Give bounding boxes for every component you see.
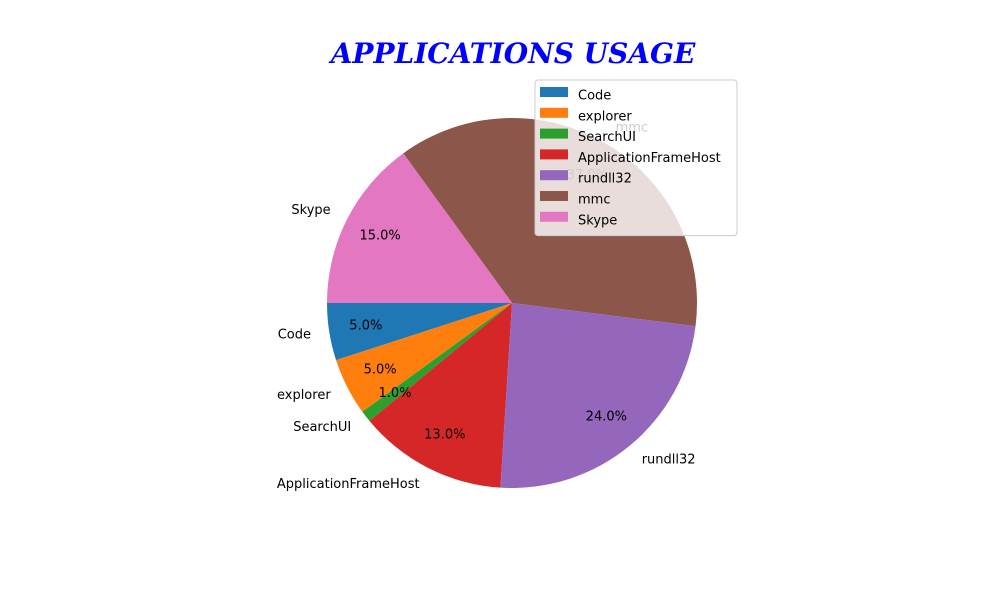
legend-label-rundll32: rundll32 bbox=[578, 172, 632, 187]
legend-swatch-applicationframehost bbox=[540, 149, 568, 160]
legend-label-mmc: mmc bbox=[578, 193, 610, 208]
slice-label-rundll32: rundll32 bbox=[642, 452, 696, 467]
slice-label-searchui: SearchUI bbox=[293, 420, 351, 435]
legend-box bbox=[534, 79, 738, 237]
legend-swatch-code bbox=[540, 87, 568, 97]
legend-swatch-skype bbox=[540, 211, 568, 222]
pie-slice-searchui bbox=[362, 303, 512, 421]
legend-label-explorer: explorer bbox=[578, 109, 632, 124]
percent-label-skype: 15.0% bbox=[359, 228, 400, 243]
slice-label-explorer: explorer bbox=[277, 388, 331, 403]
legend-label-applicationframehost: ApplicationFrameHost bbox=[578, 151, 721, 166]
legend-label-searchui: SearchUI bbox=[578, 130, 636, 145]
legend-swatch-searchui bbox=[540, 128, 568, 139]
pie-slice-code bbox=[327, 303, 512, 361]
legend-swatch-explorer bbox=[540, 107, 568, 118]
legend-label-code: Code bbox=[578, 89, 611, 104]
slice-label-code: Code bbox=[278, 327, 311, 342]
percent-label-explorer: 5.0% bbox=[364, 363, 397, 378]
percent-label-code: 5.0% bbox=[349, 319, 382, 334]
pie-slice-rundll32 bbox=[500, 303, 696, 489]
legend-swatch-mmc bbox=[540, 191, 568, 201]
legend: Code explorer SearchUI ApplicationFrameHost… bbox=[534, 79, 738, 237]
percent-label-applicationframehost: 13.0% bbox=[424, 427, 465, 442]
pie-slice-applicationframehost bbox=[369, 303, 512, 488]
chart-title: APPLICATIONS USAGE bbox=[328, 37, 696, 70]
percent-label-searchui: 1.0% bbox=[379, 386, 412, 401]
legend-label-skype: Skype bbox=[578, 213, 617, 228]
legend-swatch-rundll32 bbox=[540, 170, 568, 181]
slice-label-applicationframehost: ApplicationFrameHost bbox=[277, 477, 420, 492]
percent-label-rundll32: 24.0% bbox=[586, 410, 627, 425]
pie-slice-explorer bbox=[336, 303, 512, 412]
pie-slice-skype bbox=[327, 153, 512, 303]
slice-label-skype: Skype bbox=[291, 203, 330, 218]
